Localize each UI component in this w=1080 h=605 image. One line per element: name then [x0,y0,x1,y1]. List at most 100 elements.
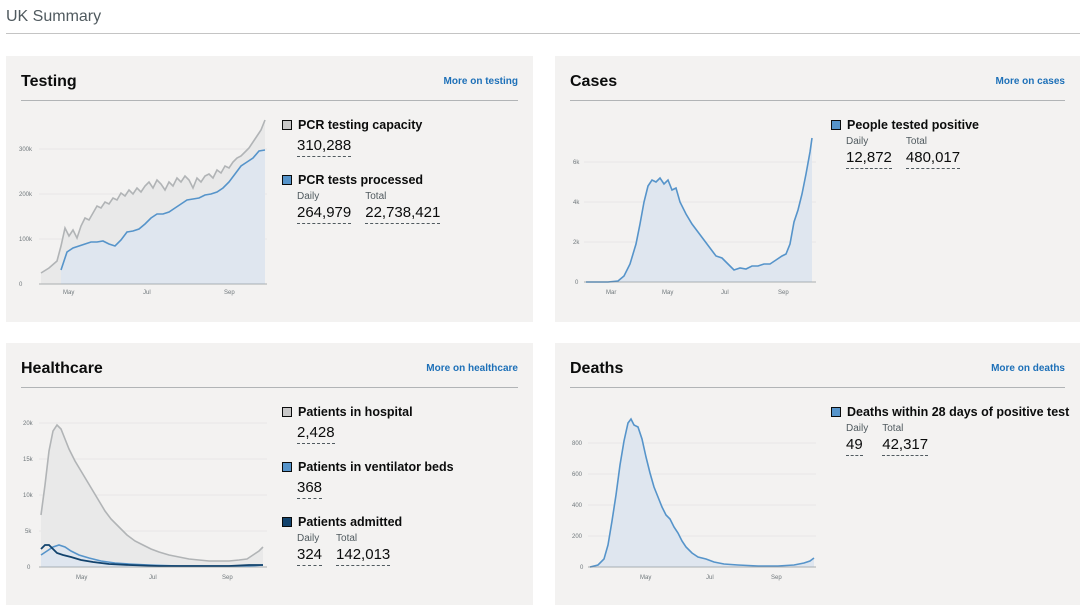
cases-y-tick-4k: 4k [573,200,580,206]
pcr-processed-daily-value[interactable]: 264,979 [297,203,352,224]
admitted-metric: Patients admitted Daily 324 Total 142,01… [282,513,522,566]
deaths-card: Deaths More on deaths 0 200 400 600 800 … [555,343,1080,605]
hospital-area [41,425,263,567]
grey-legend-swatch [282,407,292,417]
deaths-y-tick-400: 400 [572,503,583,509]
tested-positive-daily-value[interactable]: 12,872 [846,148,892,169]
ventilator-label: Patients in ventilator beds [298,460,454,474]
healthcare-x-tick-sep: Sep [222,575,233,581]
cases-positive-area [586,138,812,282]
deaths-area [590,419,814,567]
pcr-processed-total-value[interactable]: 22,738,421 [365,203,441,224]
healthcare-y-tick-5k: 5k [25,529,32,535]
page-title: UK Summary [6,8,102,25]
deaths-x-tick-sep: Sep [771,575,782,581]
admitted-label: Patients admitted [298,515,403,529]
admitted-daily-value[interactable]: 324 [297,545,323,566]
deaths-line [589,417,815,568]
testing-x-tick-sep: Sep [224,290,235,296]
testing-y-tick-200k: 200k [19,192,33,198]
tested-positive-metric: People tested positive Daily 12,872 Tota… [831,116,1071,169]
hospital-metric: Patients in hospital 2,428 [282,403,522,444]
healthcare-card: Healthcare More on healthcare 0 5k 10k 1… [6,343,533,605]
ventilator-value[interactable]: 368 [297,478,323,499]
deaths-metric: Deaths within 28 days of positive test D… [831,403,1071,456]
testing-processed-line [60,149,266,271]
healthcare-y-tick-0: 0 [27,565,31,571]
more-on-deaths-link[interactable]: More on deaths [991,363,1065,374]
pcr-processed-total-label: Total [365,191,387,202]
title-divider [6,33,1080,34]
cases-card-title: Cases [570,73,618,90]
pcr-capacity-label: PCR testing capacity [298,118,423,132]
deaths-y-tick-200: 200 [572,534,583,540]
hospital-value[interactable]: 2,428 [297,423,335,444]
more-on-cases-link[interactable]: More on cases [995,76,1065,87]
cases-x-tick-mar: Mar [606,290,616,296]
ventilator-metric: Patients in ventilator beds 368 [282,458,522,499]
testing-x-tick-jul: Jul [143,290,151,296]
pcr-capacity-value[interactable]: 310,288 [297,136,352,157]
testing-capacity-line [40,119,266,274]
testing-metrics: PCR testing capacity 310,288 PCR tests p… [282,116,522,238]
deaths-label: Deaths within 28 days of positive test [847,405,1070,419]
pcr-processed-metric: PCR tests processed Daily 264,979 Total … [282,171,522,224]
pcr-processed-label: PCR tests processed [298,173,424,187]
testing-chart: 0 100k 200k 300k May Jul Sep [19,119,267,296]
cases-chart: 0 2k 4k 6k Mar May Jul Sep [573,137,816,296]
cases-y-tick-2k: 2k [573,240,580,246]
hospital-label: Patients in hospital [298,405,413,419]
testing-x-tick-may: May [63,290,74,296]
pcr-capacity-metric: PCR testing capacity 310,288 [282,116,522,157]
testing-y-tick-100k: 100k [19,237,33,243]
deaths-y-tick-0: 0 [580,565,584,571]
admitted-total-value[interactable]: 142,013 [336,545,391,566]
deaths-y-tick-800: 800 [572,441,583,447]
healthcare-card-title: Healthcare [21,360,103,377]
cases-metrics: People tested positive Daily 12,872 Tota… [831,116,1071,183]
pcr-processed-daily-label: Daily [297,191,320,202]
healthcare-y-tick-15k: 15k [23,457,34,463]
healthcare-x-tick-jul: Jul [149,575,157,581]
deaths-total-value[interactable]: 42,317 [882,435,929,456]
healthcare-card-header: Healthcare More on healthcare [21,360,518,388]
more-on-healthcare-link[interactable]: More on healthcare [426,363,518,374]
admitted-line [40,544,263,567]
navy-legend-swatch [282,517,292,527]
cases-x-tick-sep: Sep [778,290,789,296]
testing-processed-area [61,150,265,284]
cases-positive-line [586,137,813,283]
ventilator-area [41,545,263,567]
healthcare-y-tick-20k: 20k [23,421,34,427]
deaths-y-tick-600: 600 [572,472,583,478]
deaths-metrics: Deaths within 28 days of positive test D… [831,403,1071,470]
tested-positive-total-label: Total [905,136,928,147]
cases-card-header: Cases More on cases [570,73,1065,101]
hospital-line [40,423,264,562]
deaths-card-title: Deaths [570,360,624,377]
testing-y-tick-0: 0 [19,282,23,288]
healthcare-y-tick-10k: 10k [23,493,34,499]
blue-legend-swatch [282,175,292,185]
blue-legend-swatch [831,407,841,417]
deaths-daily-label: Daily [846,423,869,434]
grey-legend-swatch [282,120,292,130]
healthcare-chart: 0 5k 10k 15k 20k May Jul Sep [23,421,267,581]
tested-positive-daily-label: Daily [846,136,869,147]
deaths-total-label: Total [882,423,904,434]
testing-card-title: Testing [21,73,77,90]
cases-card: Cases More on cases 0 2k 4k 6k Mar May J… [555,56,1080,322]
cases-y-tick-0: 0 [575,280,579,286]
deaths-x-tick-may: May [640,575,651,581]
deaths-daily-value[interactable]: 49 [846,435,863,456]
healthcare-x-tick-may: May [76,575,87,581]
cases-x-tick-may: May [662,290,673,296]
healthcare-metrics: Patients in hospital 2,428 Patients in v… [282,403,522,580]
testing-y-tick-300k: 300k [19,147,33,153]
tested-positive-total-value[interactable]: 480,017 [905,148,961,169]
blue-legend-swatch [831,120,841,130]
deaths-chart: 0 200 400 600 800 May Jul Sep [572,417,816,581]
deaths-card-header: Deaths More on deaths [570,360,1065,388]
more-on-testing-link[interactable]: More on testing [443,76,518,87]
admitted-total-label: Total [336,533,358,544]
